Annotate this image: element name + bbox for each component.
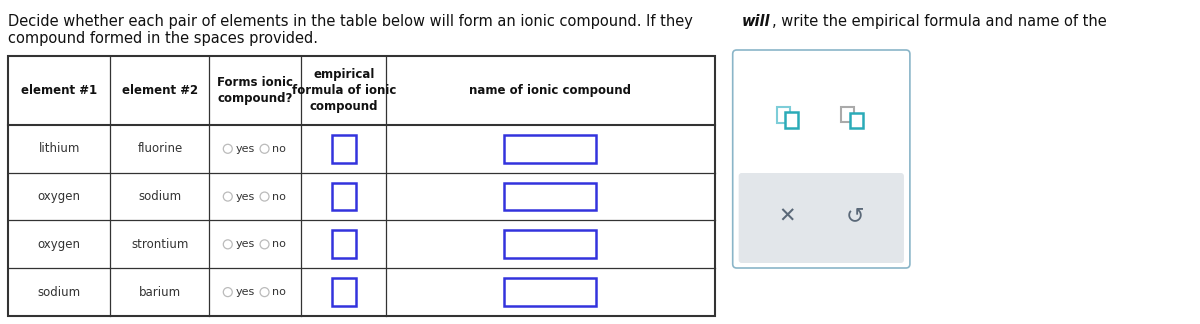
Text: compound formed in the spaces provided.: compound formed in the spaces provided. [8,31,318,46]
Bar [504,135,596,163]
FancyBboxPatch shape [733,50,910,268]
Text: name of ionic compound: name of ionic compound [469,84,631,97]
Text: no: no [272,287,286,297]
Text: no: no [272,144,286,154]
Text: element #1: element #1 [22,84,97,97]
Bar [332,278,355,306]
Text: Decide whether each pair of elements in the table below will form an ionic compo: Decide whether each pair of elements in … [8,14,697,29]
Bar [850,113,863,128]
Bar [8,56,715,316]
Bar [504,183,596,210]
Bar [841,107,853,122]
Text: strontium: strontium [131,238,188,251]
Text: lithium: lithium [38,142,80,155]
Text: fluorine: fluorine [137,142,182,155]
Text: no: no [272,191,286,202]
Bar [332,230,355,258]
Text: sodium: sodium [138,190,181,203]
Bar [504,230,596,258]
Text: element #2: element #2 [122,84,198,97]
Text: barium: barium [139,286,181,299]
Text: no: no [272,239,286,249]
Text: ↺: ↺ [846,206,864,226]
Text: yes: yes [235,239,254,249]
Bar [332,135,355,163]
Bar [785,112,798,128]
Text: ✕: ✕ [779,206,797,226]
Text: empirical
formula of ionic
compound: empirical formula of ionic compound [292,68,396,113]
Text: will: will [742,14,770,29]
Text: oxygen: oxygen [37,190,80,203]
Text: yes: yes [235,287,254,297]
Text: yes: yes [235,144,254,154]
Bar [332,183,355,210]
Text: Forms ionic
compound?: Forms ionic compound? [217,76,293,105]
Text: oxygen: oxygen [37,238,80,251]
Text: yes: yes [235,191,254,202]
Bar [778,107,790,123]
Text: , write the empirical formula and name of the: , write the empirical formula and name o… [772,14,1106,29]
Bar [504,278,596,306]
Text: sodium: sodium [37,286,80,299]
FancyBboxPatch shape [739,173,904,263]
